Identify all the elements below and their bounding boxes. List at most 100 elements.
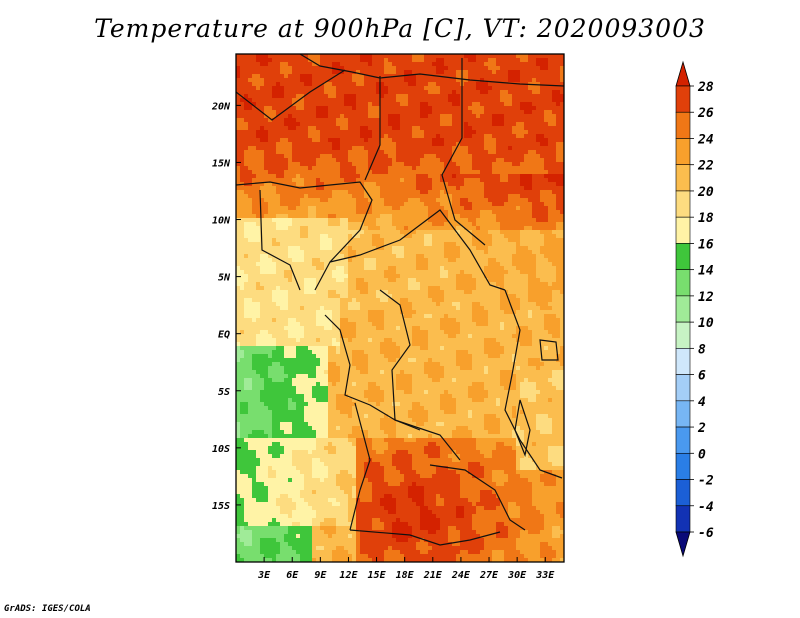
temperature-cell — [424, 126, 428, 130]
temperature-cell — [372, 98, 376, 102]
temperature-cell — [440, 278, 444, 282]
temperature-cell — [284, 254, 288, 258]
temperature-cell — [368, 142, 372, 146]
temperature-cell — [320, 262, 324, 266]
temperature-cell — [332, 82, 336, 86]
temperature-cell — [272, 74, 276, 78]
temperature-cell — [240, 242, 244, 246]
temperature-cell — [512, 66, 516, 70]
temperature-cell — [388, 154, 392, 158]
temperature-cell — [556, 266, 560, 270]
temperature-cell — [348, 82, 352, 86]
temperature-cell — [464, 182, 468, 186]
temperature-cell — [292, 246, 296, 250]
temperature-cell — [352, 158, 356, 162]
temperature-cell — [248, 278, 252, 282]
temperature-cell — [292, 190, 296, 194]
temperature-cell — [452, 278, 456, 282]
temperature-cell — [540, 82, 544, 86]
temperature-cell — [512, 62, 516, 66]
temperature-cell — [404, 242, 408, 246]
temperature-cell — [236, 70, 240, 74]
temperature-cell — [388, 102, 392, 106]
temperature-cell — [332, 122, 336, 126]
temperature-cell — [416, 74, 420, 78]
temperature-cell — [340, 126, 344, 130]
temperature-cell — [288, 290, 292, 294]
temperature-cell — [240, 146, 244, 150]
temperature-cell — [532, 106, 536, 110]
temperature-cell — [484, 174, 488, 178]
temperature-cell — [336, 106, 340, 110]
temperature-cell — [524, 170, 528, 174]
temperature-cell — [512, 210, 516, 214]
temperature-cell — [344, 242, 348, 246]
temperature-cell — [460, 270, 464, 274]
temperature-cell — [560, 122, 564, 126]
temperature-cell — [444, 78, 448, 82]
temperature-cell — [432, 190, 436, 194]
temperature-cell — [396, 90, 400, 94]
temperature-cell — [424, 62, 428, 66]
temperature-cell — [432, 102, 436, 106]
temperature-cell — [552, 170, 556, 174]
temperature-cell — [364, 262, 368, 266]
temperature-cell — [324, 102, 328, 106]
temperature-cell — [244, 206, 248, 210]
temperature-cell — [388, 266, 392, 270]
temperature-cell — [376, 238, 380, 242]
temperature-cell — [400, 250, 404, 254]
temperature-cell — [492, 98, 496, 102]
temperature-cell — [560, 174, 564, 178]
temperature-cell — [304, 278, 308, 282]
temperature-cell — [284, 150, 288, 154]
temperature-cell — [388, 134, 392, 138]
temperature-cell — [528, 274, 532, 278]
temperature-cell — [316, 154, 320, 158]
temperature-cell — [532, 246, 536, 250]
temperature-cell — [488, 130, 492, 134]
temperature-cell — [536, 166, 540, 170]
temperature-cell — [308, 146, 312, 150]
temperature-cell — [500, 114, 504, 118]
temperature-cell — [324, 210, 328, 214]
temperature-cell — [276, 270, 280, 274]
temperature-cell — [484, 106, 488, 110]
temperature-cell — [244, 226, 248, 230]
temperature-cell — [504, 86, 508, 90]
temperature-cell — [476, 170, 480, 174]
temperature-cell — [248, 254, 252, 258]
temperature-cell — [304, 70, 308, 74]
temperature-cell — [328, 134, 332, 138]
temperature-cell — [280, 130, 284, 134]
temperature-cell — [384, 234, 388, 238]
temperature-cell — [244, 162, 248, 166]
temperature-cell — [440, 94, 444, 98]
temperature-cell — [344, 214, 348, 218]
temperature-cell — [520, 290, 524, 294]
temperature-cell — [300, 170, 304, 174]
temperature-cell — [528, 222, 532, 226]
temperature-cell — [476, 190, 480, 194]
temperature-cell — [236, 154, 240, 158]
temperature-cell — [424, 90, 428, 94]
temperature-cell — [292, 214, 296, 218]
temperature-cell — [424, 190, 428, 194]
temperature-cell — [376, 262, 380, 266]
temperature-cell — [508, 102, 512, 106]
temperature-cell — [372, 194, 376, 198]
temperature-cell — [320, 162, 324, 166]
temperature-cell — [268, 102, 272, 106]
temperature-cell — [284, 282, 288, 286]
temperature-cell — [476, 282, 480, 286]
temperature-cell — [496, 198, 500, 202]
temperature-cell — [428, 70, 432, 74]
temperature-cell — [504, 102, 508, 106]
temperature-cell — [364, 86, 368, 90]
temperature-cell — [312, 162, 316, 166]
temperature-cell — [356, 90, 360, 94]
temperature-cell — [428, 122, 432, 126]
temperature-cell — [404, 274, 408, 278]
temperature-cell — [252, 114, 256, 118]
temperature-cell — [328, 262, 332, 266]
